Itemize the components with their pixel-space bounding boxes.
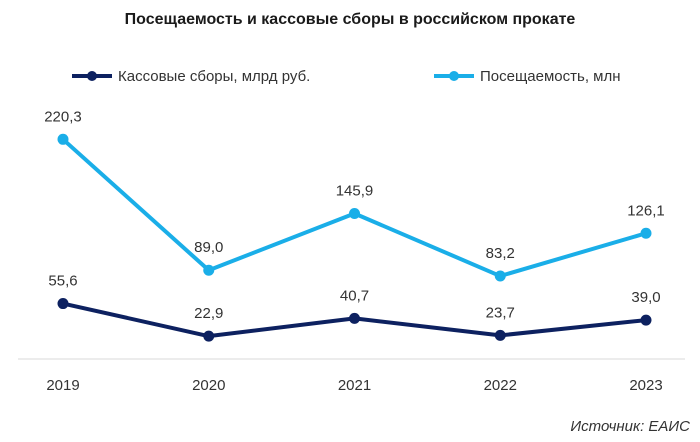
data-point-box-office-2021 (349, 312, 360, 324)
data-label-attendance-2020: 89,0 (194, 239, 223, 256)
data-point-attendance-2023 (640, 227, 652, 239)
x-axis-ticks: 2019 2020 2021 2022 2023 (46, 377, 662, 394)
data-point-attendance-2021 (349, 208, 360, 220)
legend-label-box-office: Кассовые сборы, млрд руб. (118, 68, 310, 85)
legend-label-attendance: Посещаемость, млн (480, 68, 621, 85)
x-tick-label-2019: 2019 (46, 377, 79, 394)
data-point-box-office-2023 (640, 314, 652, 326)
data-label-box-office-2021: 40,7 (340, 287, 369, 304)
source-note: Источник: ЕАИС (570, 418, 690, 435)
data-label-box-office-2020: 22,9 (194, 305, 223, 322)
data-label-box-office-2019: 55,6 (48, 273, 77, 290)
legend: Кассовые сборы, млрд руб. Посещаемость, … (72, 68, 621, 85)
legend-marker-box-office (87, 71, 97, 81)
series-line-attendance (61, 137, 648, 279)
data-point-box-office-2020 (203, 330, 215, 342)
series-box-office: 55,6 22,9 40,7 23,7 39,0 (48, 273, 661, 342)
data-point-attendance-2022 (494, 270, 506, 282)
data-point-box-office-2019 (57, 298, 69, 310)
legend-marker-attendance (449, 71, 459, 81)
data-label-attendance-2022: 83,2 (486, 245, 515, 262)
data-label-box-office-2022: 23,7 (486, 304, 515, 321)
data-label-attendance-2021: 145,9 (336, 183, 374, 200)
data-label-box-office-2023: 39,0 (631, 289, 660, 306)
plot-area: 55,6 22,9 40,7 23,7 39,0 220,3 89,0 145,9 83,2 12… (44, 108, 665, 342)
legend-item-attendance: Посещаемость, млн (434, 68, 621, 85)
data-point-attendance-2019 (57, 133, 69, 145)
data-point-box-office-2022 (494, 329, 506, 341)
x-tick-label-2020: 2020 (192, 377, 225, 394)
data-label-attendance-2019: 220,3 (44, 108, 82, 125)
x-tick-label-2022: 2022 (484, 377, 517, 394)
legend-item-box-office: Кассовые сборы, млрд руб. (72, 68, 310, 85)
chart-title: Посещаемость и кассовые сборы в российск… (125, 11, 576, 28)
data-label-attendance-2023: 126,1 (627, 202, 665, 219)
x-tick-label-2021: 2021 (338, 377, 371, 394)
series-attendance: 220,3 89,0 145,9 83,2 126,1 (44, 108, 665, 282)
x-tick-label-2023: 2023 (629, 377, 662, 394)
data-point-attendance-2020 (203, 264, 215, 276)
